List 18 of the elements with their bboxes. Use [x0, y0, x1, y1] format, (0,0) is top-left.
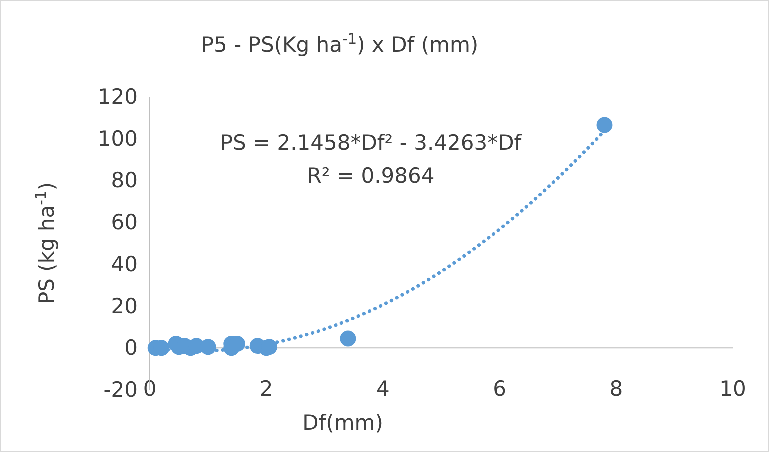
y-tick-label: 100: [98, 126, 138, 151]
x-tick-label: 10: [720, 377, 746, 401]
y-tick-label: 80: [111, 168, 138, 193]
x-tick-label: 4: [376, 377, 390, 401]
y-tick-label: 0: [124, 336, 138, 360]
annotation: PS = 2.1458*Df² - 3.4263*Df: [220, 131, 522, 155]
x-axis-title: Df(mm): [302, 411, 384, 435]
y-tick-label: 20: [111, 294, 138, 318]
annotation: R² = 0.9864: [307, 164, 435, 188]
y-tick-label: -20: [104, 378, 138, 402]
y-tick-label: 60: [111, 210, 138, 235]
x-tick-label: 2: [260, 377, 274, 401]
y-tick-label: 40: [111, 252, 138, 276]
y-tick-label: 120: [98, 85, 138, 109]
chart-title: P5 - PS(Kg ha$^{-1}$) x Df (mm): [201, 30, 479, 57]
x-tick-label: 8: [610, 377, 624, 401]
x-tick-label: 6: [493, 377, 506, 401]
x-tick-label: 0: [143, 377, 157, 401]
